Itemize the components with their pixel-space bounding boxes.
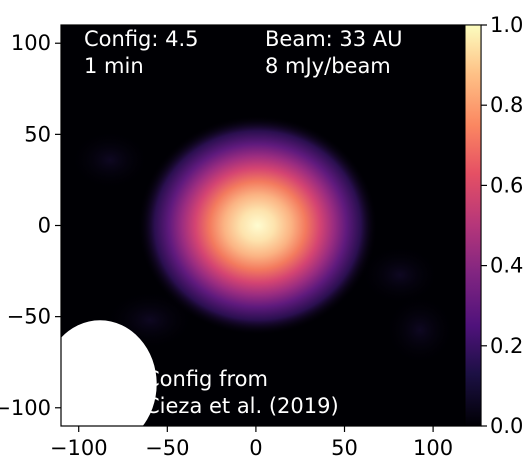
x-tick-label: 0 [249,436,262,460]
faint-emission-patch [70,130,150,190]
x-tick-label: −50 [145,436,189,460]
y-tick-label: 100 [11,31,51,55]
reference-label: Config from [145,367,268,391]
colorbar-ticks: 0.0 0.2 0.4 0.6 0.8 1.0 [481,13,523,438]
y-tick-label: −100 [0,396,51,420]
faint-emission-patch [360,245,440,305]
x-axis: −100 −50 0 50 100 [50,426,453,460]
beam-size-label: Beam: 33 AU [265,27,403,51]
x-tick-label: −100 [50,436,108,460]
colorbar-tick-label: 0.2 [490,334,523,358]
config-label: Config: 4.5 [84,27,199,51]
faint-emission-patch [385,295,455,365]
colorbar-tick-label: 0.4 [490,254,523,278]
y-tick-label: −50 [7,305,51,329]
y-tick-label: 0 [38,214,51,238]
y-axis: −100 −50 0 50 100 [0,31,61,420]
beam-ellipse [61,320,157,426]
colorbar-tick-label: 1.0 [490,13,523,37]
colorbar-tick-label: 0.6 [490,173,523,197]
y-tick-label: 50 [24,122,51,146]
x-tick-label: 50 [331,436,358,460]
colorbar-tick-label: 0.0 [490,414,523,438]
x-tick-label: 100 [413,436,453,460]
reference-citation: Cieza et al. (2019) [145,394,339,418]
colorbar-gradient [464,24,482,427]
plot-area: Config: 4.5 1 min Beam: 33 AU 8 mJy/beam… [60,24,482,427]
duration-label: 1 min [84,54,144,78]
source-emission [137,115,378,336]
colorbar-tick-label: 0.8 [490,93,523,117]
colorbar: 0.0 0.2 0.4 0.6 0.8 1.0 [464,13,523,438]
noise-label: 8 mJy/beam [265,54,391,78]
